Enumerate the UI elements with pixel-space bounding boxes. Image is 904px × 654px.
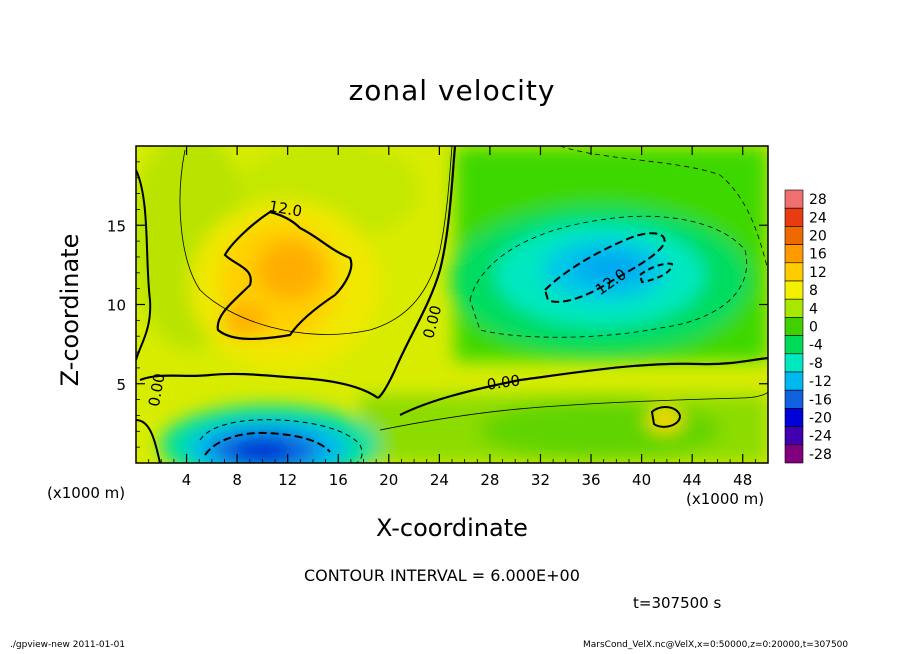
y-tick-label: 5 [116,376,126,394]
colorbar-swatch [784,389,804,409]
x-unit-label-right: (x1000 m) [686,490,765,508]
x-tick-label: 32 [531,471,550,489]
x-tick-label: 36 [581,471,600,489]
contour-interval-text: CONTOUR INTERVAL = 6.000E+00 [304,566,580,585]
x-tick-label: 40 [632,471,651,489]
colorbar-swatch [784,244,804,264]
y-tick-label: 15 [107,217,126,235]
colorbar-label: -28 [809,447,832,463]
colorbar-label: -8 [809,356,823,372]
colorbar-swatch [784,207,804,227]
time-label: t=307500 s [633,594,722,612]
colorbar-swatch [784,226,804,245]
x-tick-label: 24 [430,471,449,489]
colorbar-label: 24 [809,210,827,226]
colorbar-label: -20 [809,411,832,427]
x-tick-label: 4 [182,471,192,489]
chart-title: zonal velocity [348,74,556,107]
y-tick-label: 10 [107,297,126,315]
colorbar-label: 16 [809,247,827,263]
x-axis: 4 8 12 16 20 24 28 32 36 40 44 48 [148,146,756,489]
footer-right: MarsCond_VelX.nc@VelX,x=0:50000,z=0:2000… [583,640,849,650]
colorbar-label: 0 [809,320,818,336]
x-tick-label: 16 [329,471,348,489]
colorbar-label: 20 [809,229,827,245]
x-tick-label: 48 [733,471,752,489]
x-tick-label: 20 [379,471,398,489]
colorbar-swatch [784,353,804,373]
y-axis-label: Z-coordinate [56,233,84,387]
velocity-field [136,146,768,463]
colorbar-label: 8 [809,283,818,299]
x-unit-label-left: (x1000 m) [47,484,126,502]
contour-lines [136,146,768,463]
colorbar-swatch [784,298,804,318]
x-tick-label: 8 [232,471,242,489]
footer-left: ./gpview-new 2011-01-01 [10,640,126,650]
colorbar-swatch [784,426,804,446]
colorbar-label: -24 [809,429,832,445]
colorbar: 28 24 20 16 12 8 4 0 -4 -8 -12 -16 -20 -24 -28 [784,189,832,464]
colorbar-swatch [784,371,804,391]
colorbar-swatch [784,408,804,427]
contour-label: 0.00 [486,371,522,393]
x-axis-label: X-coordinate [376,514,528,542]
contour-label: 0.00 [145,372,169,408]
x-tick-label: 28 [480,471,499,489]
colorbar-swatch [784,262,804,282]
colorbar-label: -16 [809,392,832,408]
y-axis: 5 10 15 [107,161,768,448]
colorbar-swatch [784,280,804,300]
colorbar-label: 12 [809,265,827,281]
colorbar-swatch [784,189,804,209]
colorbar-swatch [784,444,804,464]
colorbar-swatch [784,317,804,336]
x-tick-label: 12 [278,471,297,489]
colorbar-label: -4 [809,338,823,354]
x-tick-label: 44 [683,471,702,489]
colorbar-label: -12 [809,374,832,390]
colorbar-label: 28 [809,192,827,208]
colorbar-swatch [784,335,804,355]
colorbar-label: 4 [809,301,818,317]
contour-label: 12.0 [267,197,303,221]
